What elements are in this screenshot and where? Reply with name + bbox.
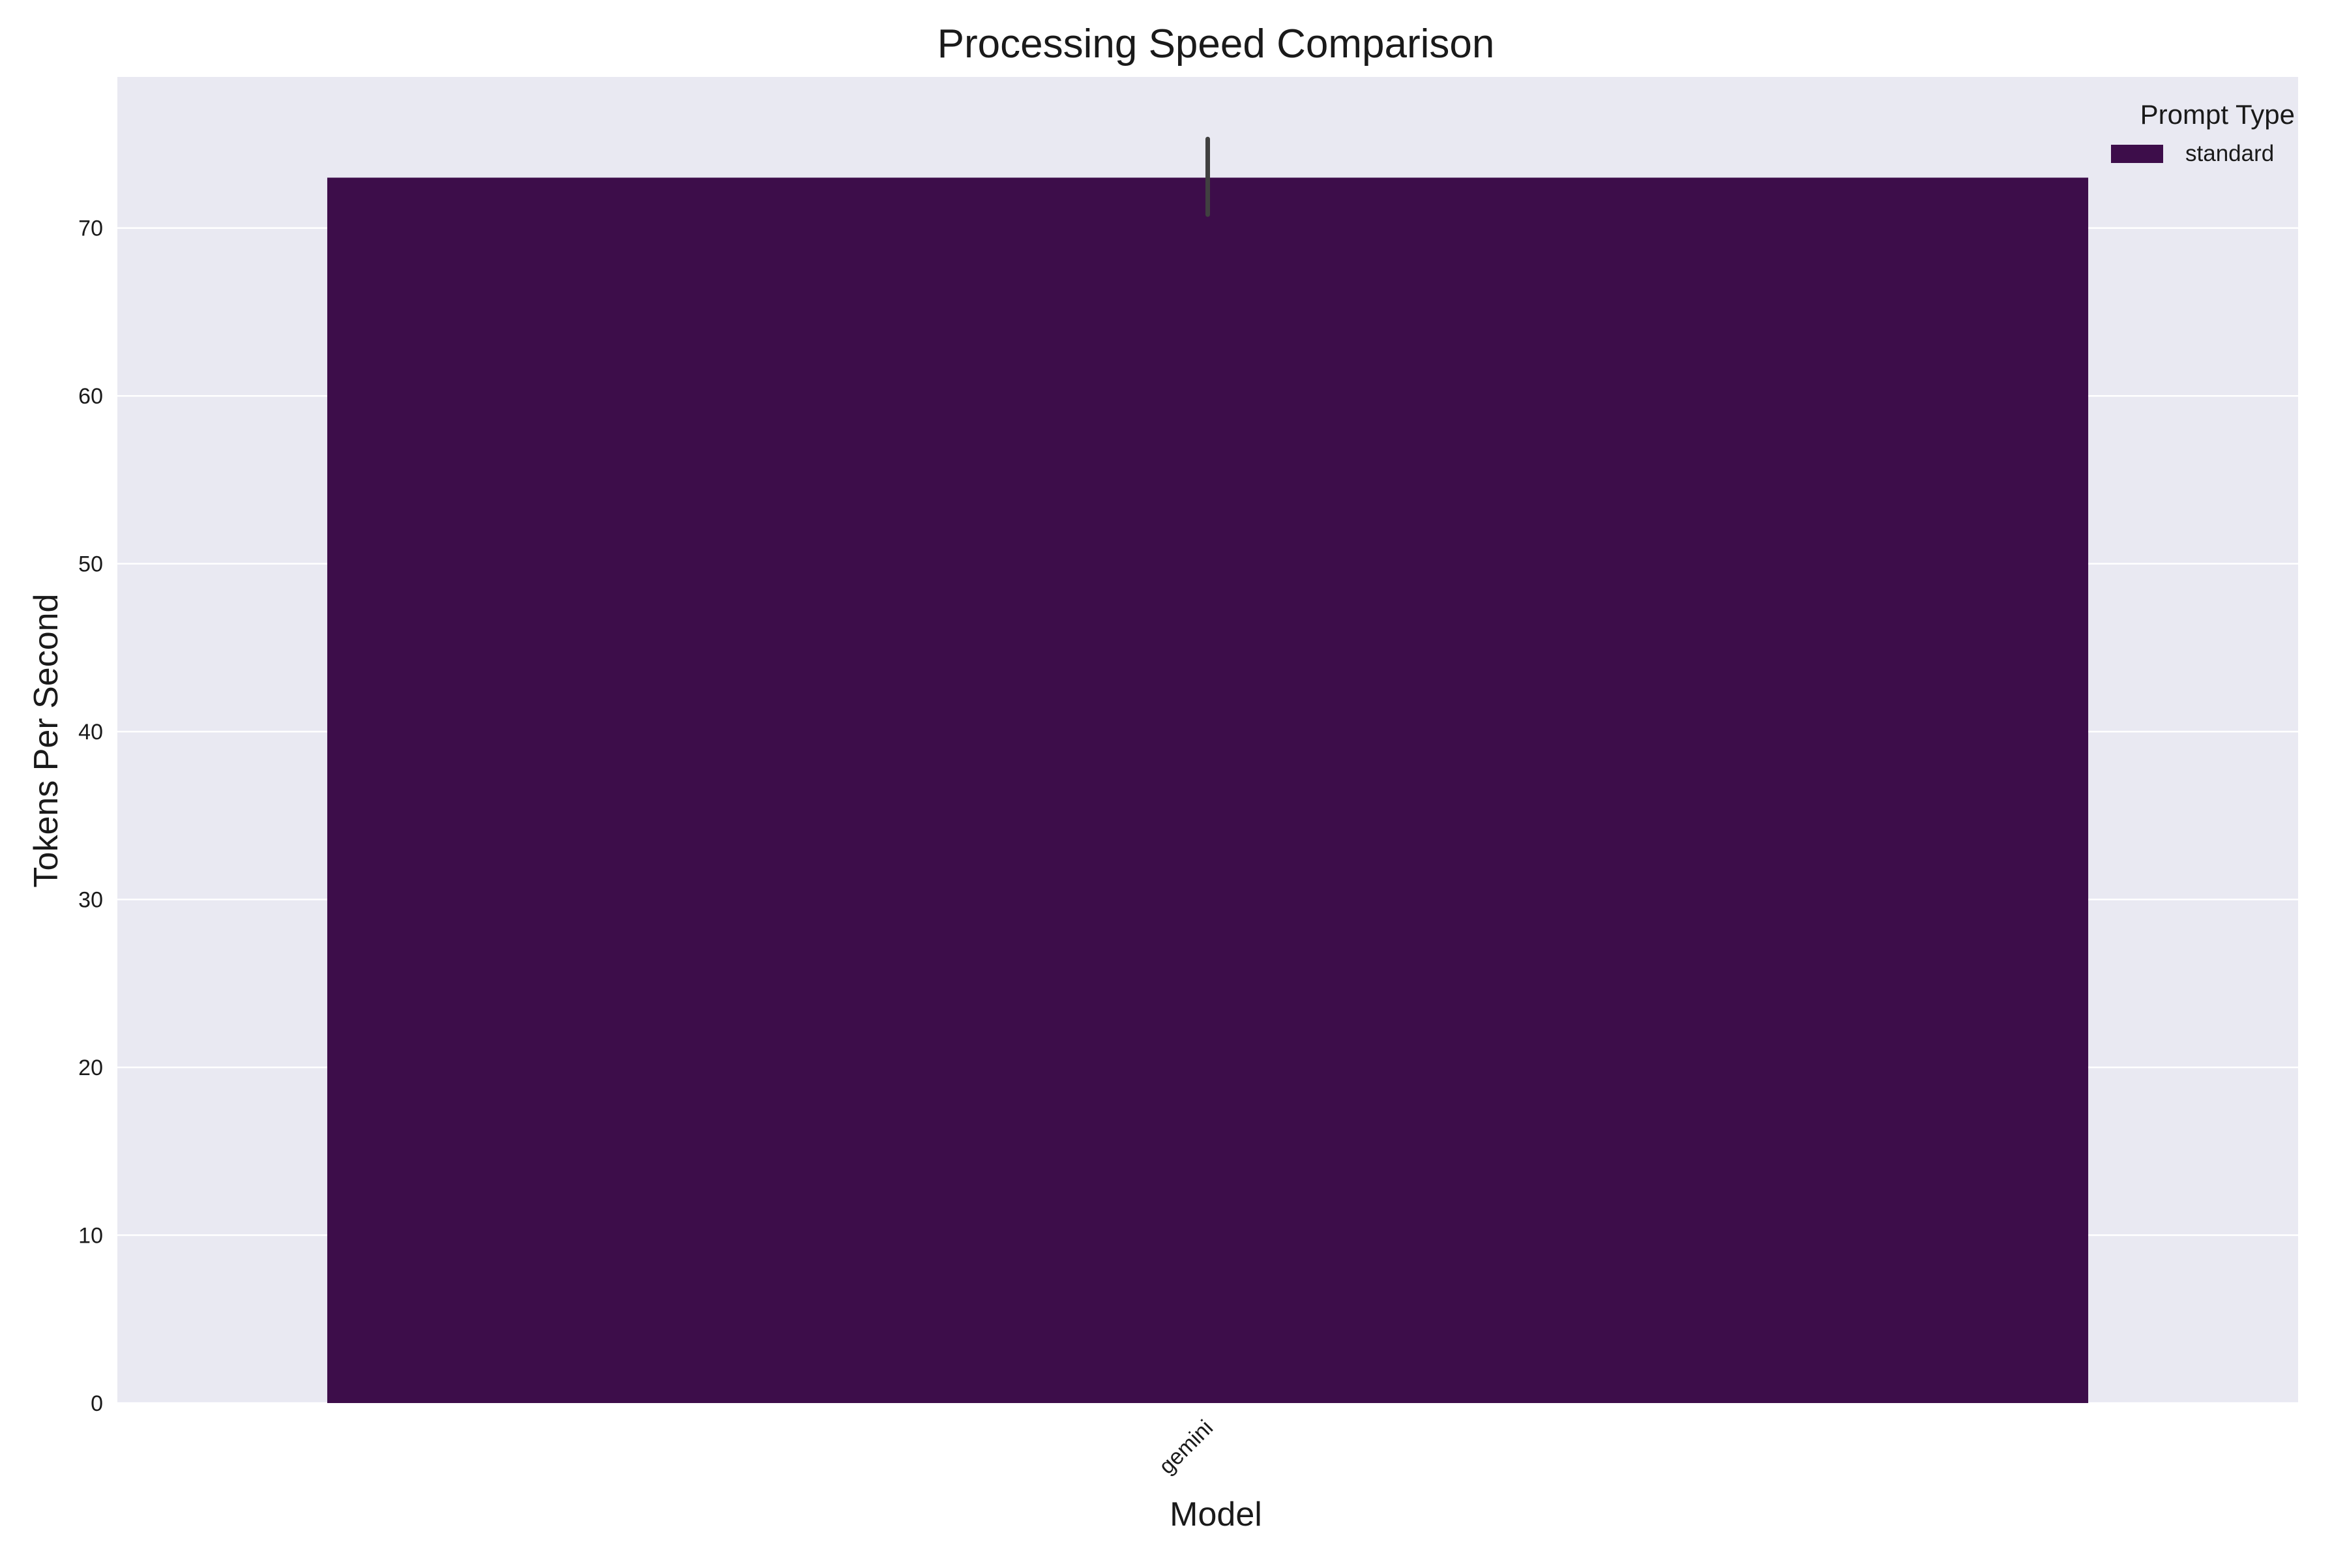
legend: Prompt Type standard	[2111, 99, 2295, 166]
y-tick-label: 30	[78, 888, 103, 913]
legend-title: Prompt Type	[2140, 99, 2295, 130]
x-axis-label: Model	[1170, 1496, 1262, 1533]
bars	[327, 177, 2089, 1404]
x-tick-label: gemini	[1154, 1415, 1218, 1479]
chart-title: Processing Speed Comparison	[937, 22, 1495, 67]
y-tick-label: 20	[78, 1056, 103, 1080]
y-tick-label: 70	[78, 216, 103, 241]
y-tick-label: 40	[78, 720, 103, 745]
y-axis-label: Tokens Per Second	[27, 594, 65, 888]
bar-gemini-standard	[327, 177, 2089, 1404]
y-tick-label: 60	[78, 384, 103, 409]
y-tick-label: 10	[78, 1224, 103, 1249]
y-tick-labels: 0 10 20 30 40 50 60 70	[78, 216, 103, 1416]
x-tick-labels: gemini	[1154, 1415, 1218, 1479]
legend-label-standard: standard	[2185, 141, 2274, 166]
legend-items: standard	[2111, 141, 2274, 166]
y-tick-label: 0	[91, 1391, 103, 1416]
legend-swatch-standard	[2111, 145, 2163, 163]
y-tick-label: 50	[78, 552, 103, 577]
